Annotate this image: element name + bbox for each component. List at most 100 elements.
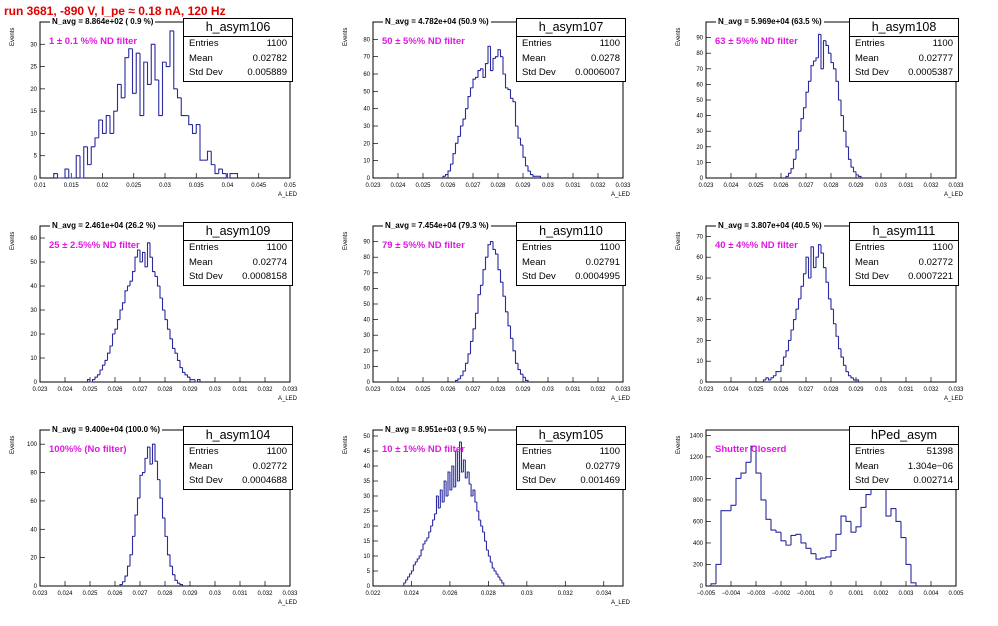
histogram-bin — [119, 309, 123, 320]
stats-title: h_asym110 — [517, 223, 625, 241]
y-tick-label: 60 — [696, 82, 703, 88]
x-tick-label: 0.03 — [542, 387, 554, 393]
y-tick-label: 50 — [363, 302, 370, 308]
stats-box: h_asym105 Entries 1100 Mean 0.02779 Std Dev 0.… — [516, 426, 626, 490]
histogram-bin — [458, 441, 462, 481]
histogram-bin — [483, 532, 487, 542]
histogram-bin — [865, 494, 871, 508]
histogram-bin — [820, 34, 824, 70]
histogram-bin — [807, 80, 811, 93]
x-tick-label: 0.033 — [615, 387, 631, 393]
histogram-bin — [113, 110, 118, 134]
y-tick-label: 60 — [30, 499, 37, 505]
histogram-bin — [855, 171, 859, 176]
histogram-bin — [827, 45, 831, 54]
x-tick-label: 0.024 — [390, 387, 406, 393]
y-tick-label: 70 — [363, 55, 370, 61]
histogram-bin — [482, 526, 485, 533]
histogram-bin — [825, 556, 831, 559]
y-tick-label: 0 — [367, 380, 371, 386]
y-tick-label: 15 — [363, 539, 370, 545]
histogram-bin — [479, 284, 483, 295]
y-tick-label: 0 — [34, 176, 38, 182]
histogram-bin — [472, 489, 475, 496]
histogram-bin — [139, 250, 143, 263]
x-tick-label: 0.023 — [698, 387, 714, 393]
stats-key: Entries — [855, 38, 885, 49]
n-avg-label: N_avg = 4.782e+04 (50.9 %) — [383, 17, 491, 26]
stats-key: Mean — [855, 256, 879, 268]
histogram-bin — [494, 56, 498, 59]
histogram-bin — [524, 377, 529, 382]
histogram-bin — [489, 556, 493, 563]
histogram-bin — [233, 172, 239, 178]
histogram-bin — [474, 312, 478, 329]
stats-value: 1100 — [599, 38, 620, 49]
stats-box: hPed_asym Entries 51398 Mean 1.304e−06 Std De… — [849, 426, 959, 490]
stats-row: Mean 0.02774 — [184, 256, 292, 271]
stats-row: Entries 1100 — [184, 445, 292, 460]
histogram-bin — [502, 282, 506, 297]
histogram-bin — [795, 308, 799, 320]
x-tick-label: 0.024 — [723, 183, 739, 189]
stats-value: 0.02772 — [252, 460, 287, 472]
histogram-bin — [141, 251, 145, 262]
histogram-bin — [126, 565, 130, 577]
y-tick-label: 80 — [696, 51, 703, 57]
histogram-bin — [509, 325, 513, 339]
histogram-bin — [812, 60, 816, 66]
x-axis-label: A_LED — [611, 192, 631, 198]
x-tick-label: 0.03 — [521, 591, 533, 597]
x-axis-label: A_LED — [278, 600, 298, 606]
histogram-bin — [191, 124, 197, 134]
histogram-bin — [179, 583, 184, 586]
histogram-bin — [124, 290, 128, 303]
histogram-bin — [459, 375, 463, 379]
histogram-bin — [53, 172, 58, 178]
x-axis-label: A_LED — [278, 396, 298, 402]
x-tick-label: 0.024 — [723, 387, 739, 393]
filter-label: 1 ± 0.1 %% ND filter — [49, 36, 138, 47]
stats-value: 0.02772 — [918, 256, 953, 268]
histogram-bin — [109, 115, 114, 134]
y-tick-label: 80 — [363, 37, 370, 43]
histogram-bin — [89, 379, 93, 383]
histogram-bin — [740, 472, 746, 479]
histogram-bin — [154, 444, 158, 462]
y-tick-label: 800 — [693, 498, 704, 504]
histogram-bin — [120, 84, 125, 99]
histogram-bin — [441, 490, 445, 503]
histogram-bin — [512, 98, 516, 103]
stats-row: Std Dev 0.0004995 — [517, 270, 625, 285]
histogram-bin — [464, 362, 468, 372]
histogram-bin — [171, 338, 175, 349]
stats-value: 1100 — [266, 38, 287, 49]
histogram-panel: 0.023 0.024 0.025 0.026 0.027 0.028 0.029 0.03 0… — [0, 418, 332, 626]
x-tick-label: 0.023 — [365, 387, 381, 393]
histogram-bin — [905, 537, 911, 566]
histogram-bin — [509, 89, 513, 99]
x-tick-label: 0.025 — [126, 183, 142, 189]
x-tick-label: 0.032 — [558, 591, 574, 597]
histogram-bin — [124, 57, 129, 98]
histogram-bin — [116, 83, 122, 112]
histogram-bin — [121, 302, 125, 310]
histogram-bin — [447, 471, 450, 496]
histogram-bin — [195, 123, 200, 134]
stats-key: Std Dev — [189, 67, 223, 78]
histogram-bin — [780, 364, 784, 372]
histogram-panel: −0.005 −0.004 −0.003 −0.002 −0.001 0 0.001 0.00… — [666, 418, 998, 626]
y-axis-label: Events — [676, 231, 682, 250]
histogram-bin — [149, 242, 153, 258]
histogram-bin — [487, 244, 491, 258]
histogram-bin — [810, 548, 816, 555]
histogram-plot: 0.023 0.024 0.025 0.026 0.027 0.028 0.029 0.03 0… — [30, 225, 298, 393]
y-tick-label: 50 — [30, 260, 37, 266]
x-tick-label: 0.03 — [875, 183, 887, 189]
histogram-bin — [850, 375, 854, 379]
histogram-bin — [817, 33, 821, 58]
histogram-bin — [126, 285, 130, 291]
histogram-bin — [146, 446, 150, 459]
histogram-bin — [479, 68, 483, 71]
y-tick-label: 90 — [363, 240, 370, 246]
